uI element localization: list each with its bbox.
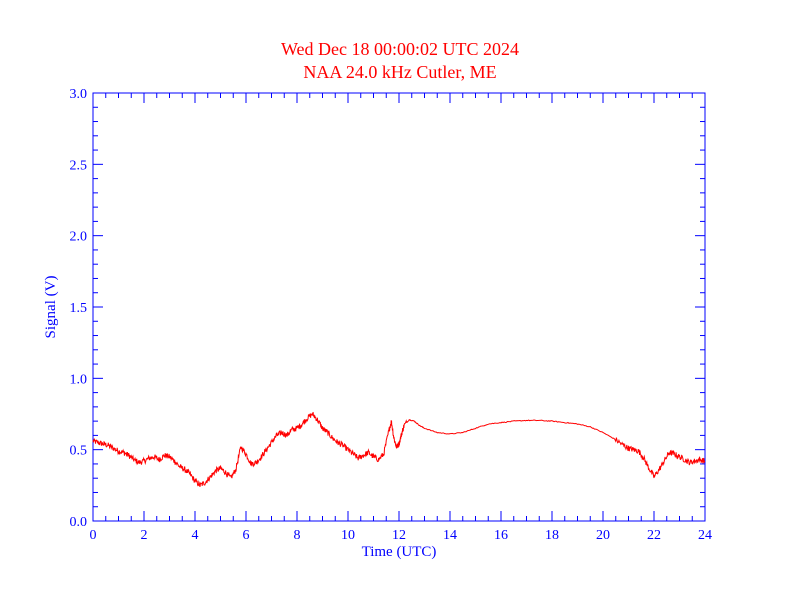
axis-ticks	[92, 92, 706, 522]
x-tick-label: 10	[341, 528, 355, 543]
y-tick-label: 1.5	[70, 301, 88, 316]
x-tick-label: 6	[243, 528, 250, 543]
x-tick-label: 20	[596, 528, 610, 543]
signal-series-line	[92, 411, 706, 487]
x-tick-label: 16	[494, 528, 508, 543]
x-axis-title: Time (UTC)	[362, 544, 437, 560]
y-tick-label: 0.5	[70, 444, 88, 459]
axis-tick-labels: 0 2 4 6 8 10 12 14 16 18 20 22 240.00.51.01.52.02.53…	[70, 87, 713, 543]
y-axis-title: Signal (V)	[43, 276, 59, 339]
x-tick-label: 22	[647, 528, 661, 543]
x-tick-label: 18	[545, 528, 559, 543]
x-tick-label: 4	[192, 528, 199, 543]
y-tick-label: 3.0	[70, 87, 88, 102]
x-tick-label: 24	[698, 528, 712, 543]
y-tick-label: 0.0	[70, 515, 88, 530]
x-tick-label: 12	[392, 528, 406, 543]
y-tick-label: 1.0	[70, 372, 88, 387]
y-tick-label: 2.0	[70, 230, 88, 245]
chart-title: Wed Dec 18 00:00:02 UTC 2024	[281, 39, 519, 59]
x-tick-label: 8	[294, 528, 301, 543]
x-tick-label: 14	[443, 528, 457, 543]
x-tick-label: 2	[141, 528, 148, 543]
y-tick-label: 2.5	[70, 158, 88, 173]
x-tick-label: 0	[90, 528, 97, 543]
chart-subtitle: NAA 24.0 kHz Cutler, ME	[303, 62, 496, 82]
series-group	[92, 411, 706, 487]
plot-frame	[92, 92, 706, 522]
